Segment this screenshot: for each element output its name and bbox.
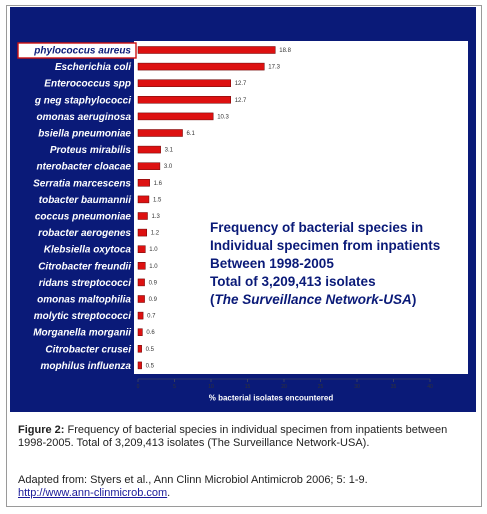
value-label-9: 1.6 bbox=[154, 181, 163, 187]
value-label-11: 1.3 bbox=[151, 214, 160, 220]
bar-18 bbox=[137, 328, 143, 336]
bar-6 bbox=[137, 129, 183, 137]
bar-10 bbox=[137, 195, 150, 204]
bar-19 bbox=[137, 345, 142, 353]
x-tick-label-7: 30 bbox=[354, 384, 360, 390]
category-label-5: omonas aeruginosa bbox=[37, 112, 132, 123]
category-label-9: Serratia marcescens bbox=[33, 178, 131, 189]
category-label-4: g neg staphylococci bbox=[34, 95, 131, 106]
bar-14 bbox=[137, 262, 146, 270]
chart-panel: phylococcus aureus 18.8 Escherichia coli 17… bbox=[10, 7, 476, 412]
x-tick-label-8: 35 bbox=[391, 384, 397, 390]
bar-13 bbox=[137, 245, 146, 253]
annotation-network: The Surveillance Network-USA bbox=[214, 292, 412, 307]
value-label-13: 1.0 bbox=[149, 247, 158, 253]
bar-15 bbox=[137, 278, 145, 287]
bar-9 bbox=[137, 179, 150, 187]
annotation-line-2: Individual specimen from inpatients bbox=[210, 238, 441, 253]
figure-caption: Figure 2: Frequency of bacterial species… bbox=[18, 424, 476, 450]
category-label-13: Klebsiella oxytoca bbox=[44, 245, 132, 256]
annotation-paren-open: ( bbox=[210, 292, 215, 307]
bar-11 bbox=[137, 212, 148, 220]
bar-17 bbox=[137, 311, 144, 320]
plot-area bbox=[134, 41, 468, 374]
bar-3 bbox=[137, 79, 231, 87]
x-axis-label: % bacterial isolates encountered bbox=[209, 394, 334, 403]
source-end: . bbox=[167, 487, 171, 499]
category-label-19: Citrobacter crusei bbox=[45, 344, 131, 355]
bar-1 bbox=[137, 46, 276, 54]
bar-7 bbox=[137, 145, 161, 154]
figure-label: Figure 2: bbox=[18, 424, 65, 436]
x-axis-label-box bbox=[196, 390, 346, 405]
highlight-box bbox=[17, 42, 137, 59]
category-label-15: ridans streptococci bbox=[39, 278, 131, 289]
category-label-3: Enterococcus spp bbox=[44, 79, 131, 90]
category-label-12: robacter aerogenes bbox=[38, 228, 131, 239]
category-label-20: mophilus influenza bbox=[40, 361, 131, 372]
category-label-10: tobacter baumannii bbox=[39, 195, 131, 206]
category-label-2: Escherichia coli bbox=[55, 62, 131, 73]
value-label-2: 17.3 bbox=[268, 65, 280, 71]
figure-source: Adapted from: Styers et al., Ann Clinn M… bbox=[18, 474, 476, 500]
category-label-1: phylococcus aureus bbox=[33, 46, 131, 57]
value-label-4: 12.7 bbox=[235, 98, 247, 104]
value-label-20: 0.5 bbox=[146, 363, 155, 369]
value-label-1: 18.8 bbox=[279, 48, 291, 54]
value-label-15: 0.9 bbox=[149, 280, 158, 286]
annotation-line-5: (The Surveillance Network-USA) bbox=[210, 291, 476, 309]
annotation-line-1: Frequency of bacterial species in bbox=[210, 220, 424, 235]
source-text: Adapted from: Styers et al., Ann Clinn M… bbox=[18, 474, 368, 486]
category-label-8: nterobacter cloacae bbox=[37, 162, 132, 173]
value-label-18: 0.6 bbox=[146, 330, 155, 336]
x-tick-label-2: 5 bbox=[173, 384, 176, 390]
chart-annotation: Frequency of bacterial species in Indivi… bbox=[210, 219, 476, 309]
x-tick-label-3: 10 bbox=[208, 384, 214, 390]
value-label-6: 6.1 bbox=[187, 131, 196, 137]
annotation-line-3: Between 1998-2005 bbox=[210, 256, 334, 271]
x-tick-label-5: 20 bbox=[281, 384, 287, 390]
value-label-10: 1.5 bbox=[153, 197, 162, 203]
value-label-12: 1.2 bbox=[151, 231, 160, 237]
bar-2 bbox=[137, 62, 265, 71]
value-label-5: 10.3 bbox=[217, 114, 229, 120]
category-label-17: molytic streptococci bbox=[34, 311, 131, 322]
bar-20 bbox=[137, 361, 142, 370]
x-tick-label-9: 40 bbox=[427, 384, 433, 390]
annotation-paren-close: ) bbox=[411, 292, 417, 307]
value-label-8: 3.0 bbox=[164, 164, 173, 170]
value-label-7: 3.1 bbox=[165, 148, 174, 154]
value-label-14: 1.0 bbox=[149, 264, 158, 270]
source-link[interactable]: http://www.ann-clinmicrob.com bbox=[18, 487, 168, 499]
x-tick-label-1: 0 bbox=[137, 384, 140, 390]
bar-12 bbox=[137, 228, 148, 237]
bar-5 bbox=[137, 112, 214, 121]
value-label-3: 12.7 bbox=[235, 81, 247, 87]
bar-4 bbox=[137, 96, 231, 104]
x-tick-label-6: 25 bbox=[318, 384, 324, 390]
value-label-19: 0.5 bbox=[146, 347, 155, 353]
value-label-17: 0.7 bbox=[147, 314, 156, 320]
category-label-6: bsiella pneumoniae bbox=[38, 129, 131, 140]
category-label-14: Citrobacter freundii bbox=[38, 261, 131, 272]
category-label-11: coccus pneumoniae bbox=[35, 212, 132, 223]
category-label-18: Morganella morganii bbox=[33, 328, 131, 339]
value-label-16: 0.9 bbox=[149, 297, 158, 303]
caption-text: Frequency of bacterial species in indivi… bbox=[18, 424, 448, 449]
category-label-7: Proteus mirabilis bbox=[50, 145, 132, 156]
bar-16 bbox=[137, 295, 145, 303]
bar-8 bbox=[137, 162, 161, 170]
x-tick-label-4: 15 bbox=[245, 384, 251, 390]
category-label-16: omonas maltophilia bbox=[37, 295, 131, 306]
bar-chart: phylococcus aureus 18.8 Escherichia coli 17… bbox=[17, 41, 468, 405]
annotation-line-4: Total of 3,209,413 isolates bbox=[210, 274, 376, 289]
